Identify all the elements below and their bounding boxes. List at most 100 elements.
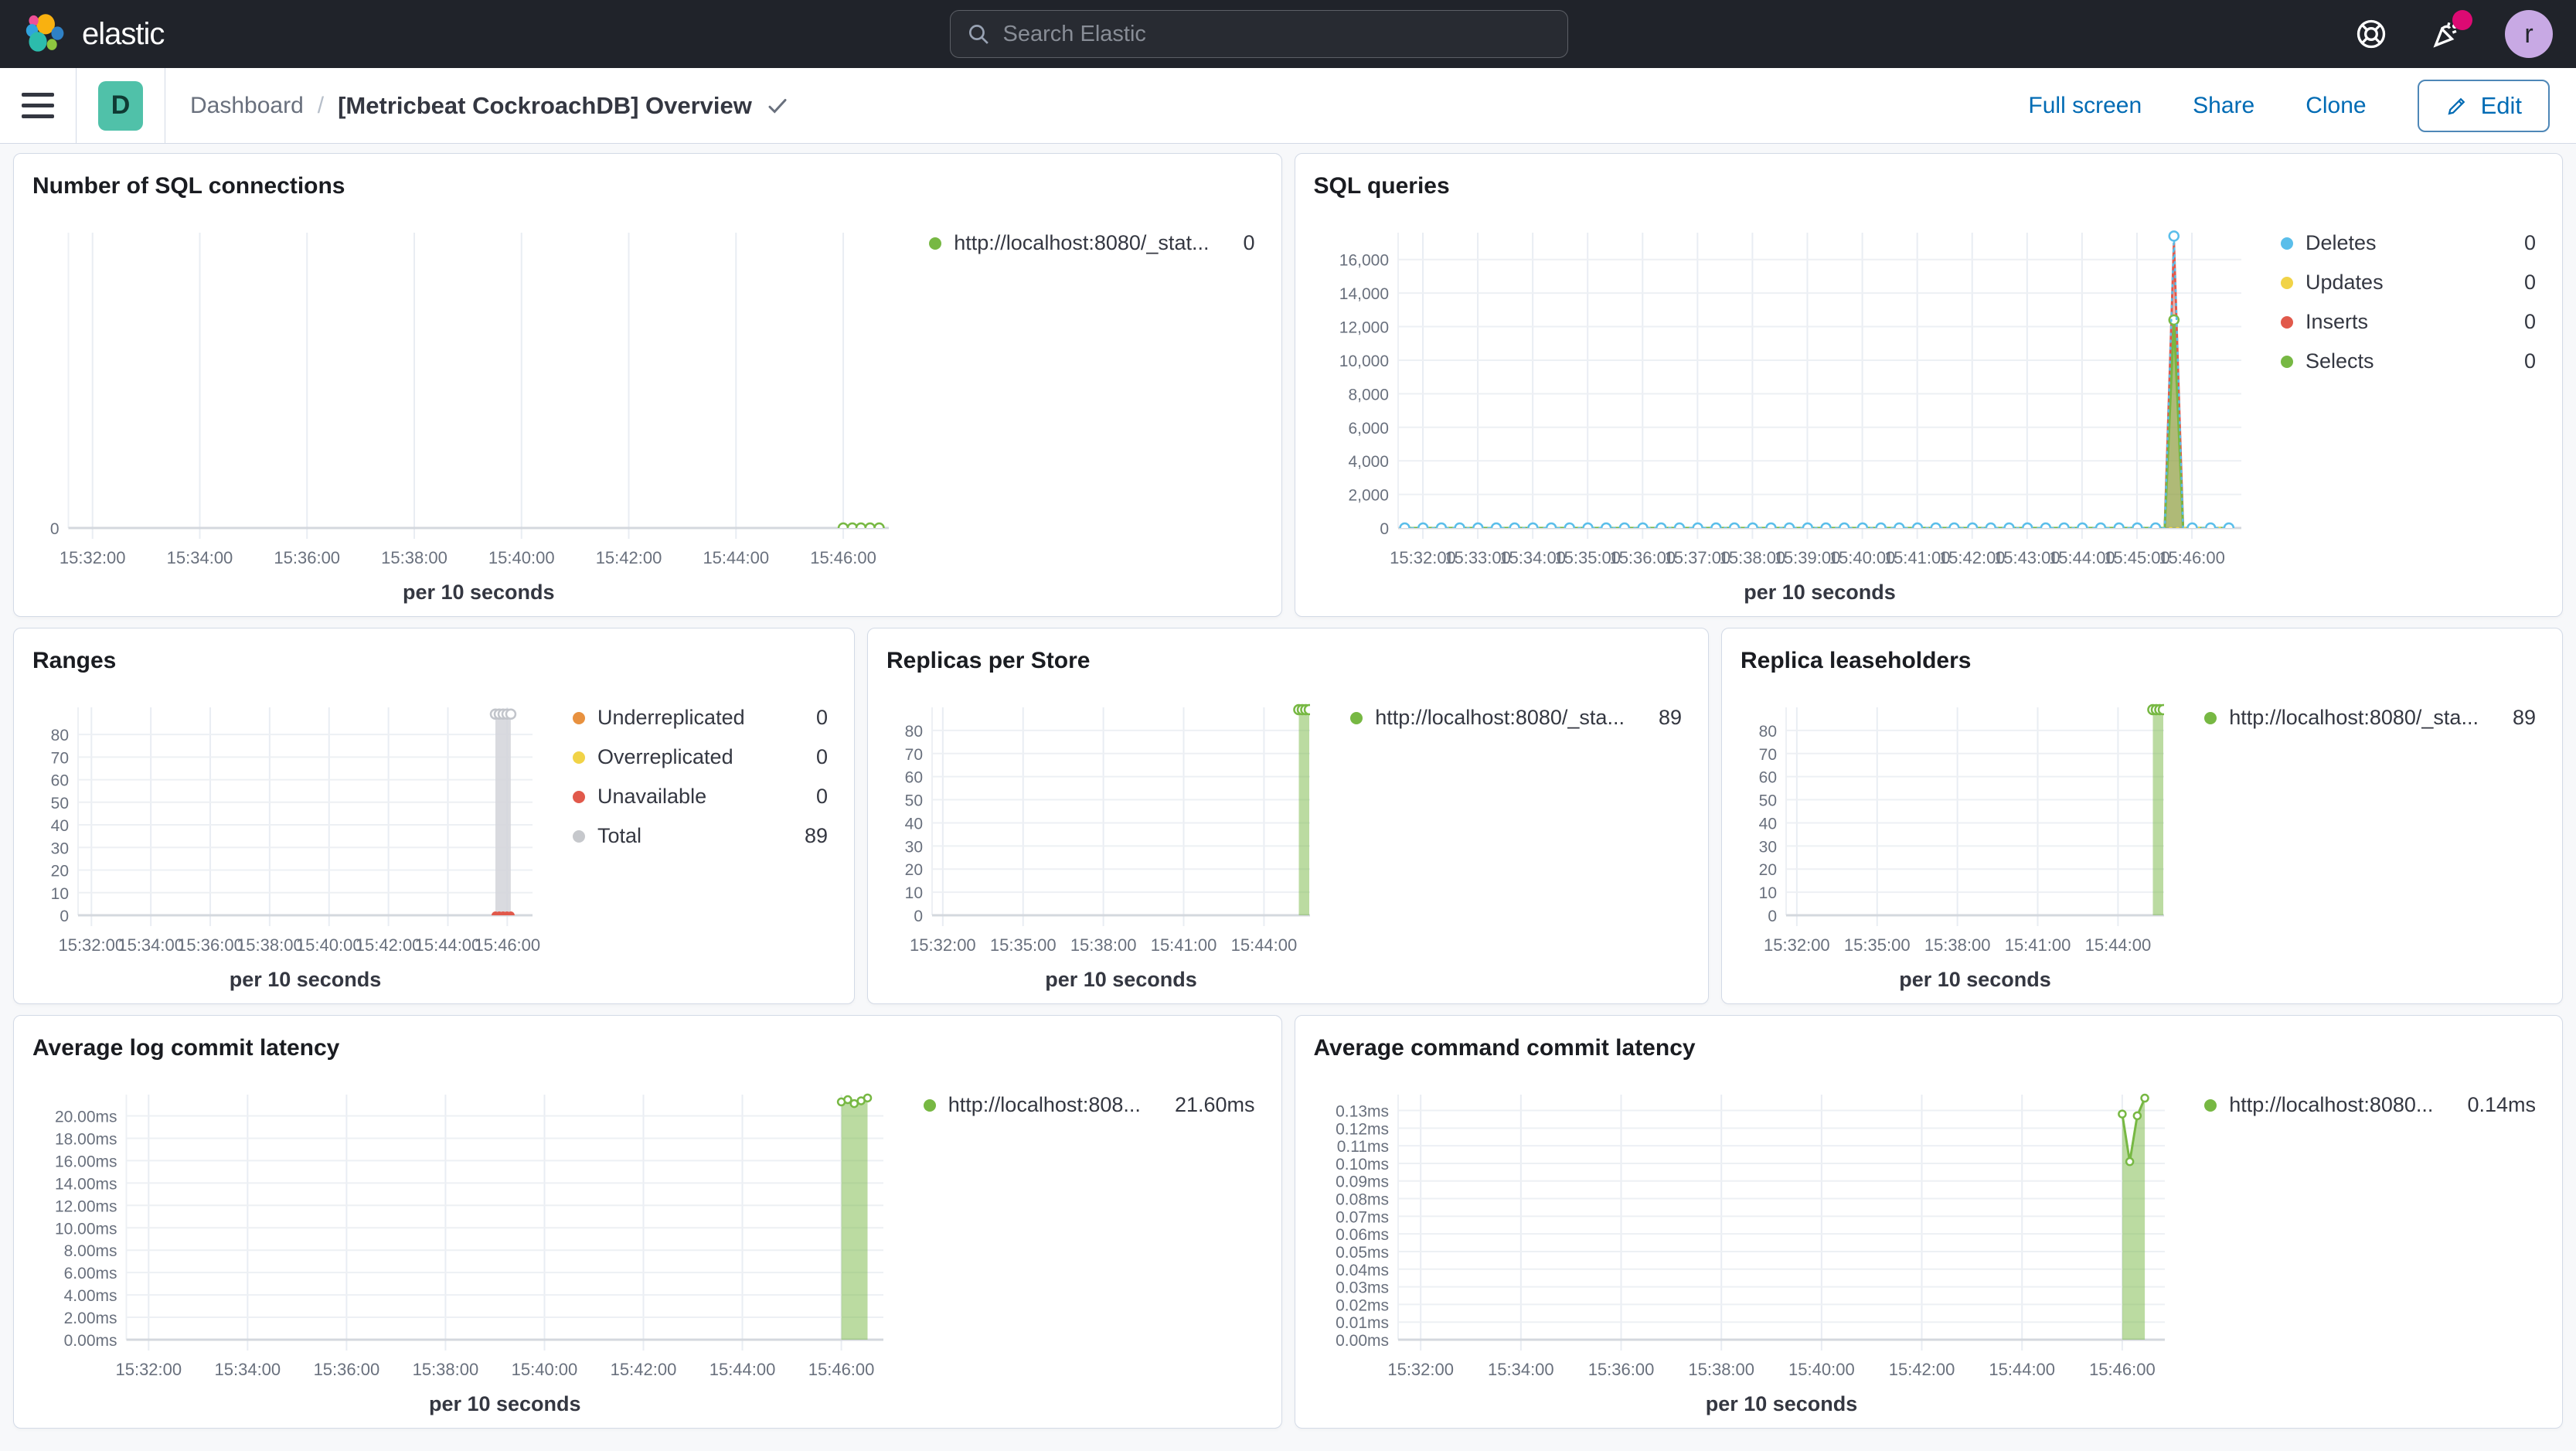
legend-item[interactable]: Total 89 — [573, 824, 828, 848]
legend-series-label: http://localhost:808... — [948, 1093, 1141, 1116]
svg-text:15:32:00: 15:32:00 — [1390, 548, 1456, 567]
svg-text:0.00ms: 0.00ms — [64, 1332, 117, 1350]
menu-button[interactable] — [22, 93, 54, 118]
global-search[interactable] — [949, 10, 1568, 58]
svg-text:15:44:00: 15:44:00 — [1989, 1360, 2055, 1379]
svg-text:15:36:00: 15:36:00 — [1609, 548, 1676, 567]
chart-canvas: 15:32:00 15:34:00 15:36:00 15:38:00 15:40:00… — [55, 1093, 883, 1415]
legend-item[interactable]: http://localhost:8080/_sta... 89 — [2204, 706, 2536, 730]
clone-button[interactable]: Clone — [2305, 92, 2367, 118]
legend-series-value: 0 — [2523, 310, 2536, 333]
svg-text:15:35:00: 15:35:00 — [1554, 548, 1621, 567]
svg-text:15:32:00: 15:32:00 — [60, 548, 126, 567]
pencil-icon — [2448, 97, 2465, 115]
panel-average-log-commit-latency: Average log commit latency 15:32:00 15:34… — [13, 1015, 1282, 1429]
page-title: [Metricbeat CockroachDB] Overview — [338, 91, 752, 119]
legend-series-value: 0 — [1243, 231, 1255, 254]
svg-text:15:32:00: 15:32:00 — [1764, 935, 1830, 955]
svg-text:40: 40 — [51, 817, 69, 835]
svg-text:10,000: 10,000 — [1339, 353, 1388, 370]
notification-badge — [2452, 10, 2472, 30]
space-badge[interactable]: D — [98, 80, 143, 131]
legend-series-value: 0 — [2523, 231, 2536, 254]
svg-text:15:36:00: 15:36:00 — [177, 935, 243, 955]
legend-item[interactable]: Selects 0 — [2281, 349, 2536, 373]
legend-item[interactable]: Underreplicated 0 — [573, 706, 828, 730]
chart-average-command-commit-latency: 15:32:00 15:34:00 15:36:00 15:38:00 15:40:00… — [1314, 1062, 2185, 1417]
chart-sql-queries: 15:32:00 15:33:00 15:34:00 15:35:00 15:36:00… — [1314, 200, 2261, 605]
legend-item[interactable]: Overreplicated 0 — [573, 745, 828, 769]
svg-text:80: 80 — [51, 727, 69, 744]
svg-text:15:34:00: 15:34:00 — [1488, 1360, 1554, 1379]
svg-text:30: 30 — [1759, 838, 1777, 856]
svg-text:15:38:00: 15:38:00 — [1924, 935, 1991, 955]
elastic-brand[interactable]: elastic — [23, 12, 165, 56]
svg-text:15:46:00: 15:46:00 — [475, 935, 541, 955]
title-dropdown-icon[interactable] — [766, 94, 789, 118]
breadcrumb-separator: / — [317, 92, 325, 118]
help-button[interactable] — [2353, 16, 2389, 52]
chart-canvas: 15:32:00 15:34:00 15:36:00 15:38:00 15:40:00… — [50, 233, 889, 604]
lifebuoy-icon — [2357, 19, 2386, 49]
breadcrumb: Dashboard / [Metricbeat CockroachDB] Ove… — [165, 92, 2028, 120]
svg-text:15:46:00: 15:46:00 — [808, 1360, 875, 1379]
svg-text:15:40:00: 15:40:00 — [1788, 1360, 1855, 1379]
legend-item[interactable]: http://localhost:8080... 0.14ms — [2204, 1093, 2536, 1117]
brand-name: elastic — [82, 16, 165, 51]
svg-text:40: 40 — [905, 815, 923, 833]
svg-text:15:32:00: 15:32:00 — [910, 935, 976, 955]
legend-item[interactable]: http://localhost:8080/_sta... 89 — [1350, 706, 1682, 730]
legend-series-dot — [573, 711, 585, 724]
svg-text:15:44:00: 15:44:00 — [710, 1360, 776, 1379]
full-screen-button[interactable]: Full screen — [2028, 92, 2142, 118]
legend-series-dot — [2204, 1098, 2217, 1112]
svg-text:15:38:00: 15:38:00 — [1719, 548, 1785, 567]
svg-text:2.00ms: 2.00ms — [64, 1310, 117, 1327]
user-avatar[interactable]: r — [2505, 10, 2553, 58]
chart-canvas: 15:32:00 15:35:00 15:38:00 15:41:00 15:44:00… — [905, 703, 1310, 991]
svg-text:70: 70 — [905, 746, 923, 764]
svg-text:50: 50 — [905, 792, 923, 810]
chart-legend: http://localhost:8080/_stat... 0 — [909, 200, 1262, 605]
search-icon — [968, 25, 989, 44]
svg-text:15:46:00: 15:46:00 — [810, 548, 876, 567]
legend-item[interactable]: http://localhost:8080/_stat... 0 — [929, 231, 1255, 255]
legend-item[interactable]: Inserts 0 — [2281, 310, 2536, 334]
svg-text:15:46:00: 15:46:00 — [2159, 548, 2225, 567]
svg-text:15:32:00: 15:32:00 — [58, 935, 124, 955]
svg-text:0.08ms: 0.08ms — [1336, 1191, 1389, 1209]
legend-item[interactable]: Updates 0 — [2281, 271, 2536, 295]
svg-text:20: 20 — [1759, 861, 1777, 879]
svg-text:15:41:00: 15:41:00 — [1884, 548, 1950, 567]
search-input[interactable] — [1002, 21, 1552, 47]
svg-text:60: 60 — [905, 769, 923, 787]
legend-item[interactable]: Unavailable 0 — [573, 785, 828, 809]
toolbar-actions: Full screen Share Clone Edit — [2028, 79, 2576, 132]
legend-series-label: Inserts — [2305, 310, 2369, 333]
svg-text:15:39:00: 15:39:00 — [1774, 548, 1840, 567]
elastic-logo-icon — [26, 14, 64, 52]
chart-replica-leaseholders: 15:32:00 15:35:00 15:38:00 15:41:00 15:44:00… — [1741, 675, 2184, 993]
chart-ranges: 15:32:00 15:34:00 15:36:00 15:38:00 15:40:00… — [32, 675, 553, 993]
svg-text:0: 0 — [1380, 520, 1389, 538]
legend-series-label: Deletes — [2305, 231, 2377, 254]
svg-text:per 10 seconds: per 10 seconds — [403, 581, 555, 604]
svg-text:15:44:00: 15:44:00 — [2049, 548, 2115, 567]
share-button[interactable]: Share — [2193, 92, 2255, 118]
breadcrumb-dashboard-link[interactable]: Dashboard — [190, 92, 304, 118]
svg-text:10: 10 — [1759, 884, 1777, 902]
whats-new-button[interactable] — [2429, 10, 2472, 52]
legend-item[interactable]: http://localhost:808... 21.60ms — [923, 1093, 1255, 1117]
svg-text:0.07ms: 0.07ms — [1336, 1208, 1389, 1226]
edit-button[interactable]: Edit — [2417, 79, 2550, 132]
svg-text:15:40:00: 15:40:00 — [512, 1360, 578, 1379]
chart-legend: Deletes 0 Updates 0 Inserts 0 Selects 0 — [2261, 200, 2544, 605]
svg-text:per 10 seconds: per 10 seconds — [1705, 1392, 1857, 1415]
legend-series-dot — [2281, 355, 2293, 368]
svg-text:per 10 seconds: per 10 seconds — [1899, 968, 2051, 991]
panel-title: Average log commit latency — [32, 1035, 340, 1061]
chart-replicas-per-store: 15:32:00 15:35:00 15:38:00 15:41:00 15:44:00… — [886, 675, 1330, 993]
svg-text:15:35:00: 15:35:00 — [990, 935, 1057, 955]
legend-series-value: 21.60ms — [1174, 1093, 1255, 1116]
legend-item[interactable]: Deletes 0 — [2281, 231, 2536, 255]
